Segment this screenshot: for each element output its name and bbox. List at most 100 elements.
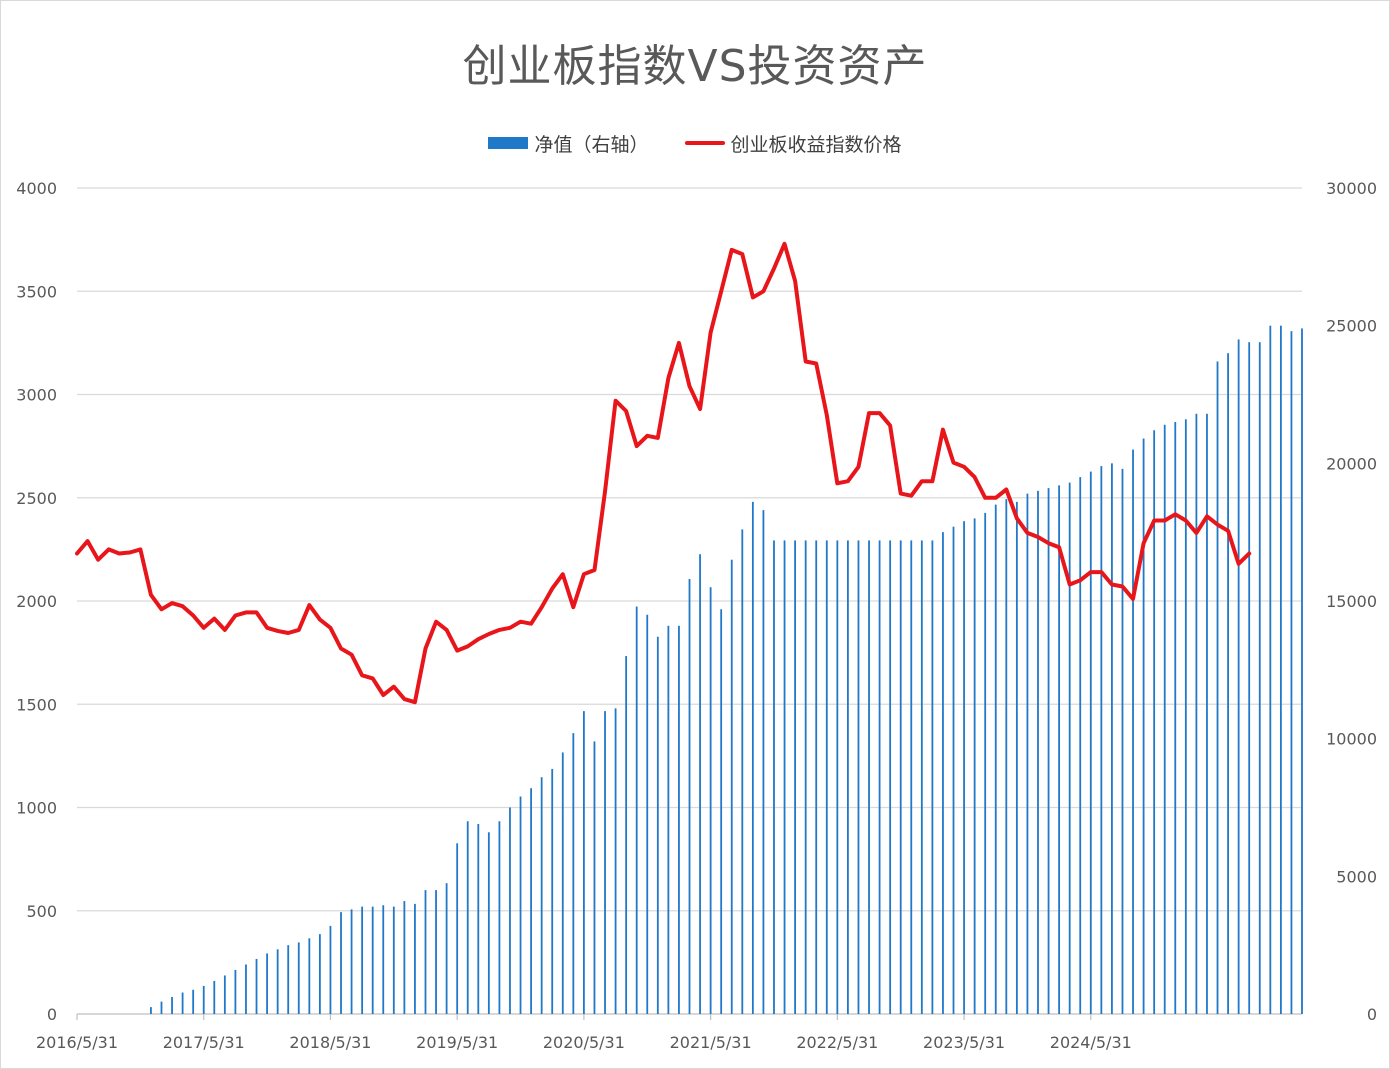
bar [1258, 342, 1261, 1015]
bar [1111, 463, 1113, 1014]
bar [297, 942, 300, 1014]
bar [435, 890, 437, 1014]
bar [466, 821, 469, 1014]
bar [392, 906, 395, 1014]
bar [688, 578, 691, 1014]
right-axis-tick-label: 25000 [1326, 317, 1377, 336]
bar [604, 711, 606, 1014]
bar [1216, 361, 1219, 1015]
bar [1079, 477, 1082, 1015]
bar [1037, 490, 1039, 1014]
bar [804, 540, 807, 1014]
legend-label-line: 创业板收益指数价格 [730, 133, 902, 156]
bar [276, 949, 279, 1014]
x-axis-tick-label: 2019/5/31 [416, 1033, 498, 1052]
bar [403, 901, 406, 1014]
bar [1290, 331, 1293, 1014]
bar [825, 540, 828, 1014]
bar [963, 521, 965, 1014]
bar [1005, 499, 1008, 1014]
bar [213, 980, 216, 1014]
bar [973, 518, 976, 1014]
right-axis-tick-label: 5000 [1336, 867, 1377, 886]
bar [889, 540, 892, 1014]
legend-item-line: 创业板收益指数价格 [684, 130, 902, 157]
bar [952, 526, 955, 1014]
bar [192, 989, 195, 1014]
bar [245, 964, 247, 1014]
bar [308, 938, 311, 1014]
bar [572, 733, 575, 1014]
bar [150, 1007, 152, 1014]
bar [202, 985, 205, 1014]
bar [878, 540, 881, 1014]
bar [530, 788, 532, 1014]
bar [593, 741, 596, 1014]
bar [920, 540, 923, 1014]
bar [582, 711, 585, 1014]
bar [1163, 424, 1166, 1015]
bar [994, 504, 997, 1014]
bar [181, 992, 184, 1014]
bar [1174, 422, 1177, 1014]
bar [1015, 501, 1018, 1014]
bar [287, 945, 290, 1014]
bar [160, 1001, 163, 1014]
bar [1248, 342, 1251, 1015]
bar [730, 559, 733, 1014]
bar [234, 969, 237, 1014]
legend: 净值（右轴） 创业板收益指数价格 [0, 128, 1390, 158]
bar [477, 824, 480, 1014]
bar [783, 540, 786, 1014]
bar [350, 909, 353, 1014]
bar [1047, 488, 1050, 1014]
bar [868, 540, 870, 1014]
bar [487, 832, 490, 1014]
legend-swatch-bars [488, 137, 529, 149]
bar [1195, 413, 1198, 1015]
bar [255, 958, 258, 1014]
x-axis-tick-label: 2022/5/31 [796, 1033, 878, 1052]
bar [625, 656, 628, 1014]
bar [1237, 339, 1240, 1014]
bar [931, 540, 934, 1014]
right-axis-tick-label: 20000 [1326, 454, 1377, 473]
bar [540, 777, 543, 1014]
x-axis-tick-label: 2024/5/31 [1050, 1033, 1132, 1052]
bar [646, 614, 649, 1014]
bar [762, 510, 765, 1014]
left-axis-tick-label: 2500 [16, 489, 57, 508]
bar [371, 906, 374, 1014]
bar [1058, 485, 1061, 1014]
x-axis-tick-label: 2017/5/31 [163, 1033, 245, 1052]
bar [709, 587, 712, 1014]
bar [361, 906, 364, 1014]
bar [1279, 325, 1282, 1015]
bar [667, 625, 670, 1014]
bar [656, 636, 659, 1014]
bar [1089, 471, 1092, 1014]
x-axis-tick-label: 2023/5/31 [923, 1033, 1005, 1052]
bar [635, 606, 638, 1014]
bar [899, 540, 902, 1014]
bar [519, 796, 522, 1014]
bar [910, 540, 913, 1014]
left-axis-tick-label: 500 [26, 902, 57, 921]
bar [382, 905, 385, 1014]
right-axis-tick-label: 15000 [1326, 592, 1377, 611]
bar [1068, 482, 1071, 1014]
left-axis-tick-label: 1000 [16, 799, 57, 818]
x-axis-tick-label: 2018/5/31 [289, 1033, 371, 1052]
bar [340, 912, 342, 1014]
bar [318, 934, 321, 1014]
bar [266, 953, 268, 1014]
bar [456, 843, 459, 1014]
bar [678, 625, 680, 1014]
bar [1100, 466, 1103, 1014]
left-axis-tick-label: 3500 [16, 282, 57, 301]
bar [498, 821, 501, 1014]
bar [836, 540, 839, 1014]
x-axis-tick-label: 2021/5/31 [670, 1033, 752, 1052]
bar [1142, 438, 1145, 1014]
legend-swatch-line [684, 141, 725, 145]
